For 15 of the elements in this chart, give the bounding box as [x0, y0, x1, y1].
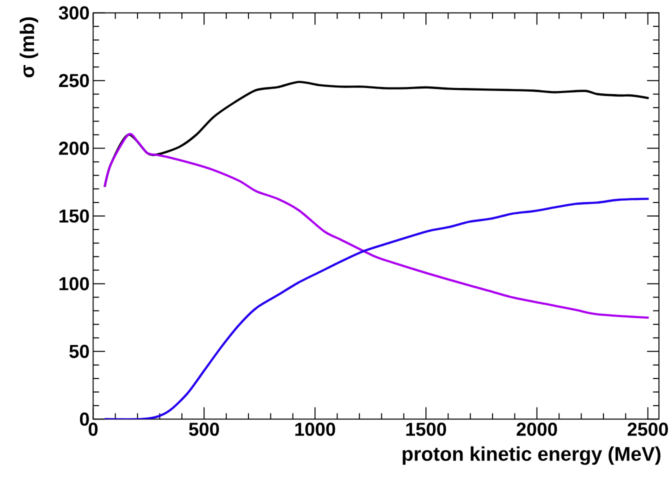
y-tick-label: 300: [58, 6, 89, 20]
x-tick-label: 2000: [516, 422, 557, 436]
y-tick-label: 150: [60, 210, 89, 223]
x-tick-label: 0: [88, 422, 98, 436]
y-tick-label: 200: [59, 142, 89, 156]
y-tick-label: 250: [59, 74, 89, 88]
y-tick-label: 0: [80, 412, 89, 426]
y-axis-title: σ (mb): [20, 18, 38, 78]
y-tick-label: 50: [69, 344, 89, 358]
y-tick-label: 100: [60, 277, 89, 291]
x-tick-label: 1500: [406, 422, 446, 436]
x-tick-label: 500: [189, 422, 219, 436]
x-axis-title: proton kinetic energy (MeV): [402, 446, 660, 466]
x-tick-label: 2500: [628, 422, 668, 436]
x-tick-label: 1000: [295, 422, 336, 436]
